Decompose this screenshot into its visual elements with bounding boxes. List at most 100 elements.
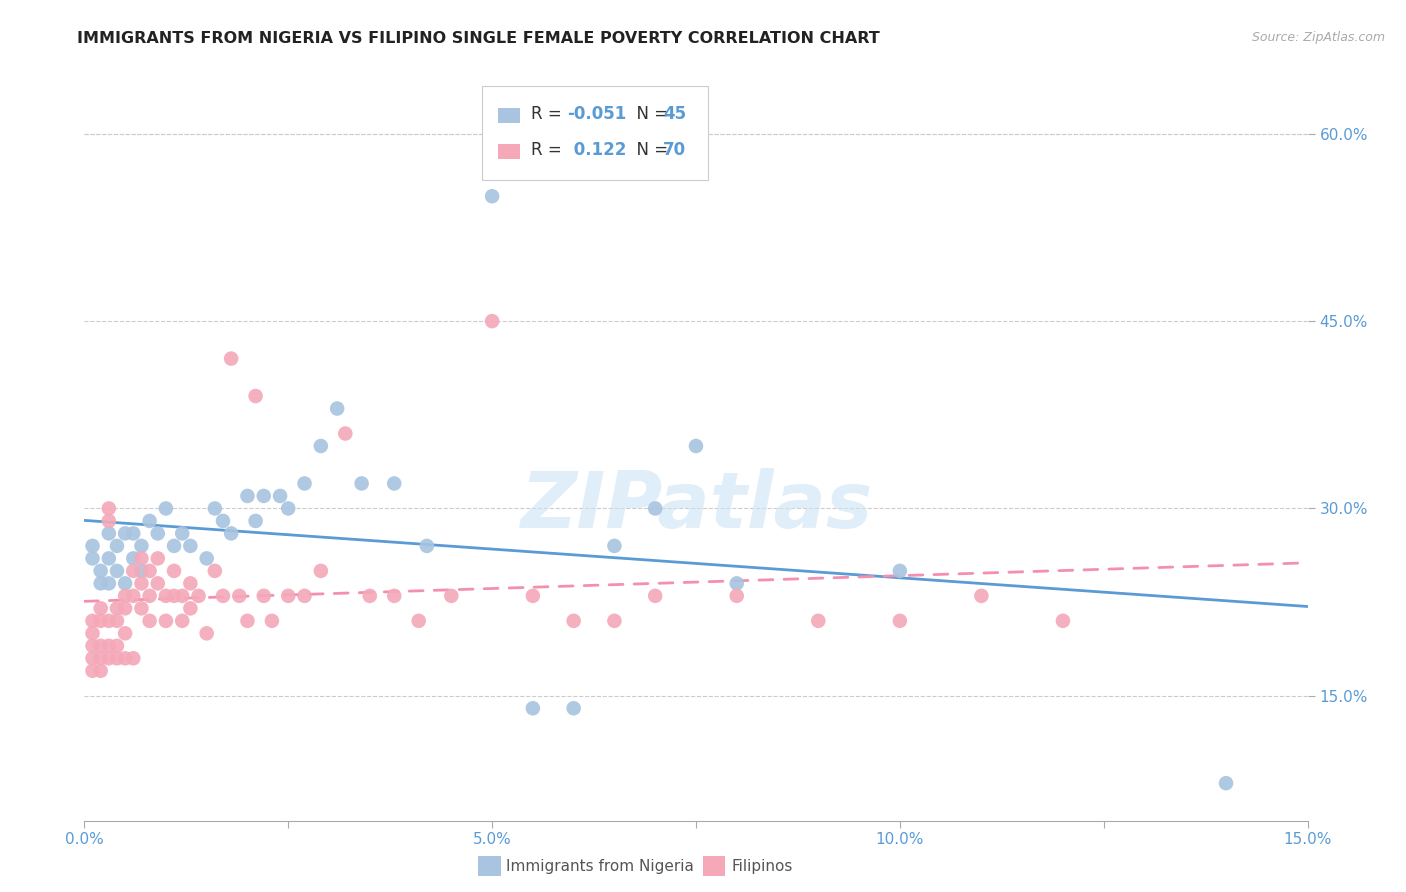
- Text: Filipinos: Filipinos: [731, 859, 793, 873]
- Point: [146, 551, 169, 566]
- Point: [889, 614, 911, 628]
- Point: [82, 664, 104, 678]
- Point: [90, 664, 112, 678]
- Text: -0.051: -0.051: [568, 105, 627, 123]
- Point: [90, 564, 112, 578]
- Point: [114, 526, 136, 541]
- Point: [82, 626, 104, 640]
- Point: [97, 651, 120, 665]
- Point: [1215, 776, 1237, 790]
- Point: [155, 589, 177, 603]
- Text: R =: R =: [531, 141, 567, 159]
- Point: [90, 651, 112, 665]
- Point: [114, 576, 136, 591]
- Point: [131, 551, 153, 566]
- Point: [82, 539, 104, 553]
- Point: [440, 589, 463, 603]
- Point: [138, 564, 160, 578]
- Point: [204, 501, 226, 516]
- Point: [195, 626, 218, 640]
- Point: [294, 476, 316, 491]
- Point: [90, 576, 112, 591]
- Point: [97, 514, 120, 528]
- Point: [97, 639, 120, 653]
- Point: [522, 589, 544, 603]
- Point: [269, 489, 291, 503]
- Point: [97, 576, 120, 591]
- Point: [105, 539, 128, 553]
- Point: [212, 589, 235, 603]
- Point: [97, 526, 120, 541]
- Point: [172, 614, 194, 628]
- Point: [131, 539, 153, 553]
- Point: [1052, 614, 1074, 628]
- Point: [179, 601, 201, 615]
- Point: [122, 651, 145, 665]
- Y-axis label: Single Female Poverty: Single Female Poverty: [0, 361, 7, 531]
- Point: [359, 589, 381, 603]
- Point: [326, 401, 349, 416]
- Point: [335, 426, 357, 441]
- Point: [105, 614, 128, 628]
- Point: [603, 614, 626, 628]
- Point: [219, 351, 242, 366]
- Point: [179, 576, 201, 591]
- Text: ZIPatlas: ZIPatlas: [520, 468, 872, 544]
- Point: [90, 639, 112, 653]
- Point: [408, 614, 430, 628]
- Point: [195, 551, 218, 566]
- FancyBboxPatch shape: [498, 108, 520, 123]
- Text: N =: N =: [626, 105, 673, 123]
- Point: [105, 601, 128, 615]
- Point: [114, 601, 136, 615]
- Point: [138, 589, 160, 603]
- Point: [236, 489, 259, 503]
- Point: [245, 514, 267, 528]
- Point: [236, 614, 259, 628]
- Point: [122, 526, 145, 541]
- Point: [122, 551, 145, 566]
- Point: [131, 564, 153, 578]
- Text: 70: 70: [664, 141, 686, 159]
- Point: [294, 589, 316, 603]
- Point: [277, 501, 299, 516]
- Point: [82, 551, 104, 566]
- Point: [309, 564, 332, 578]
- Point: [807, 614, 830, 628]
- Point: [204, 564, 226, 578]
- Point: [82, 651, 104, 665]
- Point: [97, 501, 120, 516]
- Point: [179, 539, 201, 553]
- Point: [889, 564, 911, 578]
- Point: [562, 614, 585, 628]
- Point: [97, 551, 120, 566]
- Point: [90, 601, 112, 615]
- Point: [90, 614, 112, 628]
- Text: Source: ZipAtlas.com: Source: ZipAtlas.com: [1251, 31, 1385, 45]
- Point: [245, 389, 267, 403]
- Point: [253, 589, 276, 603]
- Point: [114, 626, 136, 640]
- Point: [82, 614, 104, 628]
- Point: [138, 614, 160, 628]
- Point: [212, 514, 235, 528]
- Point: [481, 189, 503, 203]
- Text: Immigrants from Nigeria: Immigrants from Nigeria: [506, 859, 695, 873]
- Point: [82, 639, 104, 653]
- Point: [105, 564, 128, 578]
- FancyBboxPatch shape: [482, 87, 709, 180]
- Point: [309, 439, 332, 453]
- Point: [277, 589, 299, 603]
- Point: [138, 514, 160, 528]
- Point: [603, 539, 626, 553]
- Point: [382, 476, 405, 491]
- Point: [219, 526, 242, 541]
- Point: [131, 576, 153, 591]
- FancyBboxPatch shape: [498, 145, 520, 159]
- Text: N =: N =: [626, 141, 673, 159]
- Point: [260, 614, 283, 628]
- Point: [644, 501, 666, 516]
- Point: [131, 601, 153, 615]
- Point: [105, 639, 128, 653]
- Point: [114, 589, 136, 603]
